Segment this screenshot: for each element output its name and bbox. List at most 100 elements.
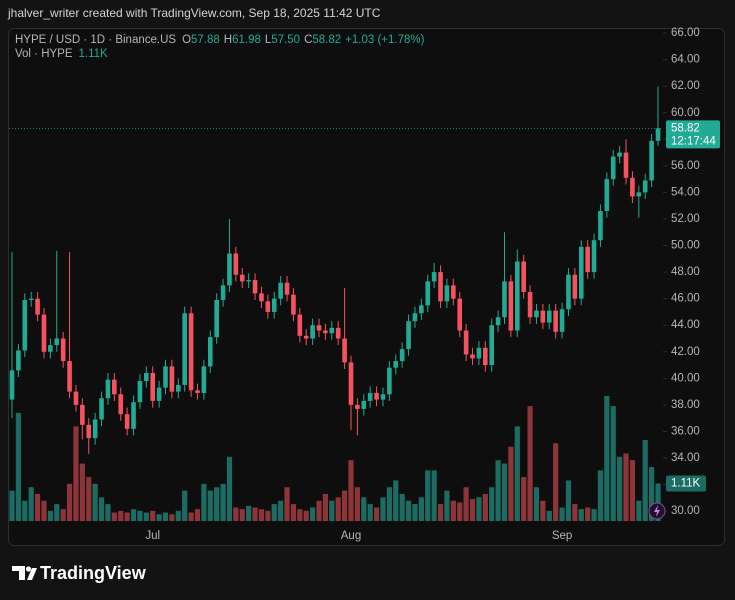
candle-body [54,338,60,346]
candle-body [610,156,616,180]
volume-bar [118,510,124,521]
volume-bar [194,509,201,521]
candle-body [546,310,552,323]
candle-body [649,140,654,181]
volume-bar [214,487,220,521]
candle-body [259,293,264,302]
volume-bar [303,510,309,521]
candle-body [476,347,482,359]
volume-bar [265,510,271,521]
candle-body [470,354,475,359]
candle-body [623,152,629,178]
candle-body [387,367,392,395]
candle-body [514,261,520,331]
candle-body [630,177,635,197]
volume-bar [15,412,21,521]
volume-bar [98,497,105,521]
volume-bar [540,500,546,521]
candle-body [169,366,175,392]
volume-bar [380,497,386,521]
candle-body [214,299,219,338]
candle-body [131,402,136,429]
volume-bar [431,470,437,521]
volume-bar [284,487,290,521]
volume-bar [565,480,572,521]
volume-bar [591,509,597,521]
volume-bar [60,509,66,521]
volume-bar [361,497,367,521]
candle-body [175,384,181,392]
candle-body [585,246,590,273]
volume-bar [175,510,181,521]
candle-body [342,338,347,363]
volume-bar [572,504,578,521]
alert-icon [648,502,666,520]
volume-bar [450,500,456,521]
volume-bar [169,514,175,521]
volume-bar [399,493,405,521]
volume-bar [220,483,226,521]
candle-body [233,253,239,275]
volume-bar [201,483,207,521]
candle-body [112,379,117,395]
volume-bar [188,512,194,521]
candle-body [303,335,309,339]
candle-body [393,361,399,368]
volume-bar [578,509,584,521]
candle-body [425,281,431,306]
candle-body [265,301,271,312]
candle-body [521,261,526,293]
x-tick-label: Jul [145,530,160,542]
candle-body [144,373,149,381]
candle-body [380,394,386,400]
candle-body [508,281,514,331]
candle-body [201,366,207,393]
candle-body [483,347,488,366]
y-tick-label: 48.00 [671,266,700,278]
volume-bar [86,477,92,521]
candle-body [361,400,367,409]
header: jhalver_writer created with TradingView.… [7,6,381,20]
volume-title: Vol · HYPE [15,48,73,60]
candle-body [67,361,72,392]
candle-body [73,391,79,405]
candle-body [367,392,373,401]
candle-body [348,362,354,405]
y-tick-label: 56.00 [671,160,700,172]
price-tag-label: 58.82 [671,122,700,134]
volume-bar [476,497,482,521]
y-tick-label: 36.00 [671,425,700,437]
countdown: 12:17:44 [671,135,716,147]
candle-body [323,330,328,334]
volume-bar [604,396,610,521]
volume-bar [316,500,322,521]
legend-key: L [265,34,272,46]
volume-tag-label: 1.11K [671,478,701,490]
volume-bar [437,504,444,521]
candle-body [41,314,47,352]
volume-bar [252,507,258,521]
candle-body [406,321,411,350]
candle-body [540,310,546,323]
candle-body [489,325,495,366]
volume-bar [354,487,360,521]
y-tick-label: 50.00 [671,240,700,252]
volume-bar [348,460,354,521]
volume-bar [508,446,514,521]
y-tick-label: 38.00 [671,399,700,411]
legend-key: C [304,34,312,46]
candle-body [495,317,501,326]
volume-bar [246,505,252,521]
volume-bar [34,493,41,521]
candle-body [124,414,130,429]
candle-body [316,325,322,331]
candle-body [22,299,28,351]
volume-bar [124,512,130,521]
legend-key: O [182,34,191,46]
candle-body [207,337,213,367]
volume-bar [233,507,239,521]
candle-body [80,404,85,425]
symbol: HYPE / USD · 1D · Binance.US [15,34,176,46]
candle-body [297,314,303,336]
volume-bar [623,453,629,521]
